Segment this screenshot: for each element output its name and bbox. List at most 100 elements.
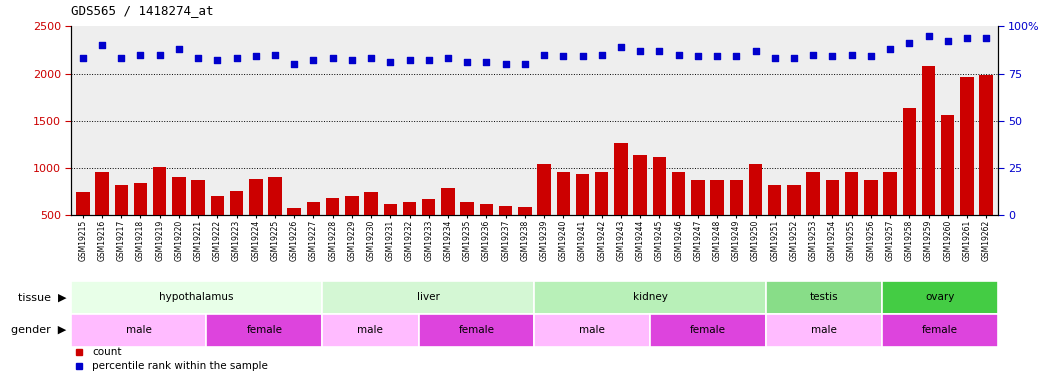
Point xyxy=(113,56,130,62)
Point xyxy=(132,52,149,58)
Bar xyxy=(172,177,185,262)
Text: hypothalamus: hypothalamus xyxy=(159,292,234,302)
Point xyxy=(555,54,572,60)
Text: kidney: kidney xyxy=(633,292,668,302)
Bar xyxy=(960,77,974,262)
Point xyxy=(708,54,725,60)
Bar xyxy=(787,185,801,262)
Bar xyxy=(95,172,109,262)
Text: tissue  ▶: tissue ▶ xyxy=(18,292,66,302)
Point xyxy=(305,57,322,63)
Text: ovary: ovary xyxy=(925,292,955,302)
Bar xyxy=(206,314,322,347)
Bar xyxy=(729,180,743,262)
Text: percentile rank within the sample: percentile rank within the sample xyxy=(92,361,268,371)
Bar xyxy=(883,172,897,262)
Point xyxy=(881,46,898,52)
Bar xyxy=(650,314,766,347)
Point xyxy=(266,52,283,58)
Point xyxy=(593,52,610,58)
Bar xyxy=(865,180,877,262)
Text: female: female xyxy=(459,326,495,335)
Point xyxy=(863,54,879,60)
Bar xyxy=(556,172,570,262)
Bar xyxy=(114,185,128,262)
Point xyxy=(324,56,341,62)
Bar xyxy=(881,281,998,314)
Bar xyxy=(595,172,609,262)
Text: testis: testis xyxy=(810,292,838,302)
Point xyxy=(632,48,649,54)
Bar xyxy=(418,314,534,347)
Text: male: male xyxy=(126,326,152,335)
Bar xyxy=(211,196,224,262)
Text: liver: liver xyxy=(417,292,440,302)
Point xyxy=(786,56,803,62)
Bar xyxy=(134,183,147,262)
Point xyxy=(401,57,418,63)
Bar xyxy=(672,172,685,262)
Point xyxy=(844,52,860,58)
Bar xyxy=(534,281,766,314)
Point xyxy=(93,42,110,48)
Bar xyxy=(633,155,647,262)
Bar xyxy=(575,174,589,262)
Bar xyxy=(307,202,321,262)
Point xyxy=(901,40,918,46)
Bar xyxy=(807,172,820,262)
Bar xyxy=(691,180,704,262)
Bar xyxy=(941,115,955,262)
Point xyxy=(613,44,630,50)
Bar xyxy=(268,177,282,262)
Text: female: female xyxy=(691,326,726,335)
Text: female: female xyxy=(246,326,282,335)
Bar xyxy=(881,314,998,347)
Bar xyxy=(711,180,724,262)
Point xyxy=(459,59,476,65)
Bar xyxy=(422,199,436,262)
Bar xyxy=(480,204,494,262)
Point xyxy=(190,56,206,62)
Bar xyxy=(980,75,992,262)
Text: female: female xyxy=(922,326,958,335)
Point xyxy=(209,57,225,63)
Text: male: male xyxy=(357,326,384,335)
Bar xyxy=(748,164,762,262)
Point xyxy=(420,57,437,63)
Point xyxy=(439,56,456,62)
Bar xyxy=(768,185,782,262)
Point xyxy=(381,59,398,65)
Bar xyxy=(653,157,667,262)
Point xyxy=(536,52,552,58)
Point xyxy=(363,56,379,62)
Point xyxy=(959,34,976,40)
Point xyxy=(151,52,168,58)
Bar xyxy=(766,314,881,347)
Bar xyxy=(441,188,455,262)
Bar xyxy=(538,164,551,262)
Bar xyxy=(153,167,167,262)
Bar xyxy=(384,204,397,262)
Bar xyxy=(322,314,418,347)
Bar xyxy=(614,143,628,262)
Point xyxy=(671,52,687,58)
Bar xyxy=(902,108,916,262)
Bar xyxy=(287,208,301,262)
Point xyxy=(228,56,245,62)
Point xyxy=(651,48,668,54)
Point xyxy=(171,46,188,52)
Point xyxy=(517,61,533,67)
Text: male: male xyxy=(811,326,837,335)
Point xyxy=(728,54,745,60)
Bar xyxy=(77,192,89,262)
Point xyxy=(978,34,995,40)
Point xyxy=(920,33,937,39)
Bar xyxy=(326,198,340,262)
Point xyxy=(824,54,840,60)
Point xyxy=(344,57,361,63)
Bar xyxy=(249,179,262,262)
Point xyxy=(286,61,303,67)
Text: count: count xyxy=(92,347,122,357)
Bar xyxy=(192,180,204,262)
Point xyxy=(766,56,783,62)
